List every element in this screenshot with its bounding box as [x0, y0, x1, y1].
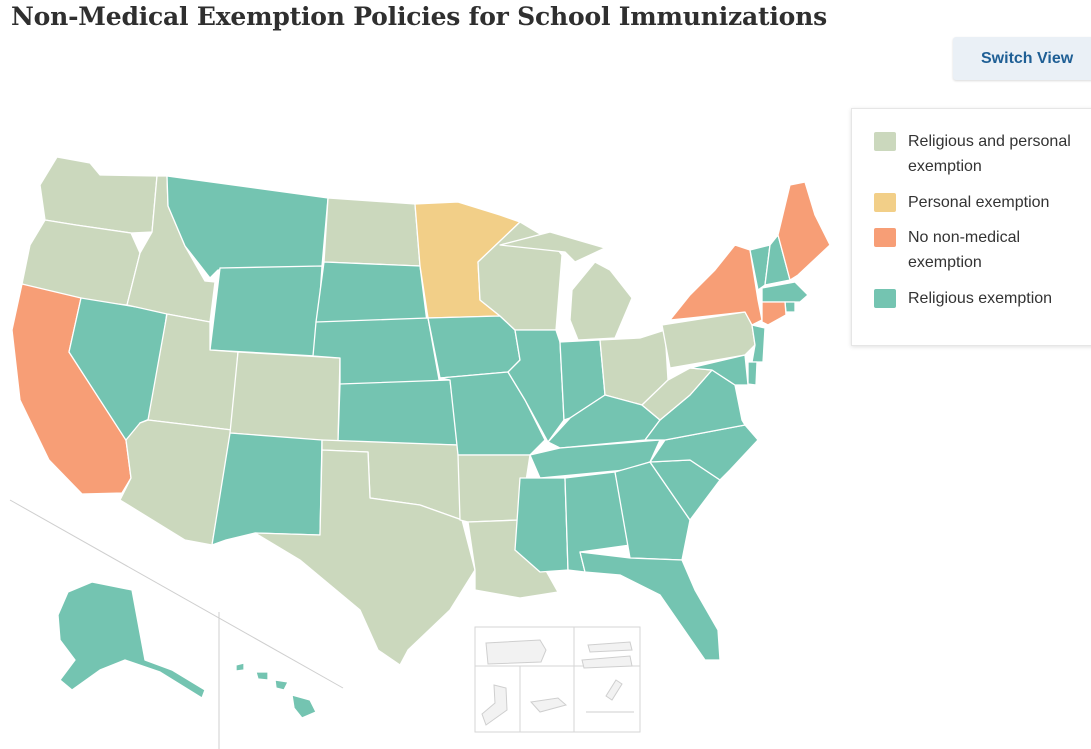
legend: Religious and personal exemption Persona… [851, 108, 1091, 346]
legend-label: Religious exemption [908, 290, 1053, 307]
legend-swatch [874, 228, 896, 247]
state-hi[interactable] [235, 662, 317, 719]
state-ms[interactable] [514, 477, 569, 573]
state-nm[interactable] [211, 432, 323, 546]
state-de[interactable] [747, 361, 758, 386]
legend-label: No non-medical exemption [908, 229, 1021, 271]
inset-divider-line [9, 499, 344, 689]
state-fl[interactable] [579, 551, 721, 661]
page-title: Non-Medical Exemption Policies for Schoo… [11, 2, 827, 31]
territories-inset [474, 626, 641, 733]
state-me[interactable] [777, 181, 831, 281]
state-ia[interactable] [427, 315, 521, 379]
puerto-rico-shape[interactable] [485, 639, 547, 665]
legend-swatch [874, 193, 896, 212]
us-map [9, 156, 831, 749]
state-md[interactable] [689, 354, 749, 386]
state-ny[interactable] [669, 244, 763, 326]
state-wa[interactable] [39, 156, 158, 234]
legend-swatch [874, 289, 896, 308]
state-ma[interactable] [761, 281, 809, 303]
state-ks[interactable] [337, 379, 459, 446]
state-nd[interactable] [323, 197, 421, 267]
virgin-islands-shape[interactable] [581, 641, 633, 669]
legend-swatch [874, 132, 896, 151]
switch-view-button[interactable]: Switch View [953, 37, 1091, 80]
legend-label: Religious and personal exemption [908, 133, 1071, 175]
guam-shape[interactable] [481, 684, 508, 726]
state-wy[interactable] [209, 265, 323, 357]
legend-label: Personal exemption [908, 194, 1050, 211]
northern-mariana-shape[interactable] [586, 679, 634, 713]
state-ct[interactable] [761, 301, 787, 326]
state-ri[interactable] [784, 301, 796, 313]
state-mi[interactable] [499, 231, 633, 341]
state-co[interactable] [229, 351, 341, 443]
state-tx[interactable] [254, 449, 476, 666]
state-ak[interactable] [57, 581, 206, 699]
state-ga[interactable] [614, 461, 691, 561]
american-samoa-shape[interactable] [530, 697, 568, 713]
